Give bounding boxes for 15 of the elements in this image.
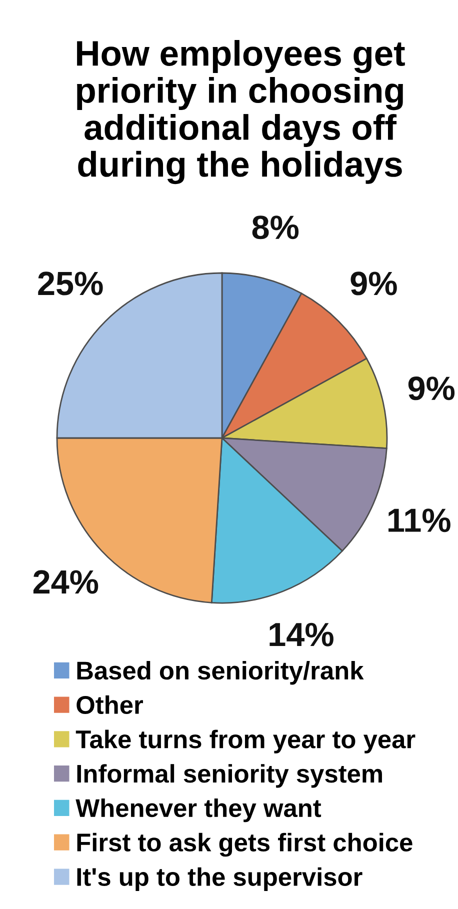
legend-label: Based on seniority/rank [77, 661, 364, 685]
chart-title: How employees get priority in choosing additional days off during the holidays [77, 40, 405, 184]
data-label: 14% [270, 622, 334, 646]
data-label: 11% [388, 508, 450, 532]
data-label: 9% [408, 376, 455, 400]
legend-label: First to ask gets first choice [77, 832, 412, 857]
legend-label: Informal seniority system [77, 764, 382, 788]
data-label: 9% [350, 272, 397, 296]
data-label: 24% [33, 570, 98, 594]
legend-label: Other [76, 695, 144, 714]
legend-label: Take turns from year to year [76, 730, 416, 754]
legend-label: It's up to the supervisor [77, 867, 362, 892]
data-label: 8% [252, 216, 299, 240]
legend-label: Whenever they want [76, 798, 322, 822]
data-label: 25% [38, 272, 103, 296]
